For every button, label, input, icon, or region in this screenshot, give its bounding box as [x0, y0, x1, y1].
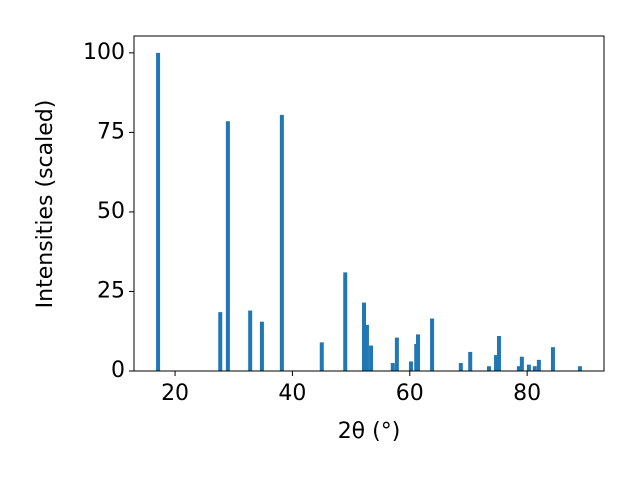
bar: [225, 121, 230, 371]
x-axis-label: 2θ (°): [338, 419, 401, 444]
y-axis-label: Intensities (scaled): [33, 100, 58, 309]
x-tick-label: 60: [396, 381, 424, 406]
y-tick-label: 100: [83, 40, 125, 65]
bar: [519, 356, 524, 371]
bar: [156, 52, 161, 371]
y-tick-label: 0: [111, 358, 125, 383]
bar: [458, 363, 463, 371]
bar: [486, 366, 491, 371]
x-tick-label: 80: [513, 381, 541, 406]
bar: [390, 363, 395, 371]
bar: [248, 310, 253, 371]
bar: [408, 361, 413, 371]
bar: [279, 114, 284, 372]
y-tick-label: 25: [97, 278, 125, 303]
bar: [468, 351, 473, 371]
bar: [494, 355, 499, 371]
bar: [394, 337, 399, 371]
bar: [343, 272, 348, 371]
bar: [259, 321, 264, 371]
bar: [430, 318, 435, 371]
bar: [532, 366, 537, 371]
bar: [496, 336, 501, 371]
y-tick-label: 75: [97, 119, 125, 144]
bar: [319, 342, 324, 371]
bar: [218, 312, 223, 371]
bar: [550, 347, 555, 371]
bar: [577, 366, 582, 371]
x-tick-label: 20: [161, 381, 189, 406]
bar: [536, 359, 541, 371]
bar: [415, 334, 420, 371]
axes-frame: [133, 35, 605, 372]
bar: [362, 302, 367, 371]
bar: [526, 364, 531, 371]
bar: [369, 345, 374, 371]
x-tick-label: 40: [278, 381, 306, 406]
bar: [516, 366, 521, 371]
y-tick-label: 50: [97, 199, 125, 224]
bar: [364, 324, 369, 371]
